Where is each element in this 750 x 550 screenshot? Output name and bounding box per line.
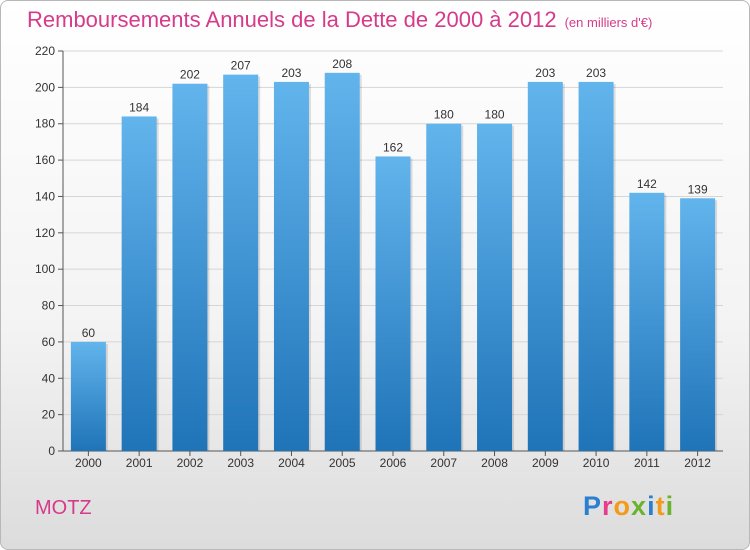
bar-2008 <box>477 123 513 452</box>
bar-2007 <box>426 123 462 452</box>
y-tick-label: 200 <box>35 80 55 94</box>
value-label-2011: 142 <box>637 177 657 191</box>
x-tick-label-2008: 2008 <box>481 456 508 470</box>
logo-letter: t <box>655 491 666 521</box>
y-tick-label: 20 <box>42 408 56 422</box>
bar-2010 <box>578 81 614 451</box>
bar-2012 <box>680 198 716 451</box>
bar-2001 <box>121 116 157 452</box>
x-tick-label-2001: 2001 <box>126 456 153 470</box>
y-tick-label: 180 <box>35 117 55 131</box>
y-tick-label: 100 <box>35 262 55 276</box>
value-label-2003: 207 <box>231 59 251 73</box>
x-tick-label-2003: 2003 <box>227 456 254 470</box>
value-label-2001: 184 <box>129 100 149 114</box>
x-tick-label-2009: 2009 <box>532 456 559 470</box>
bar-2004 <box>273 81 309 451</box>
logo-letter: x <box>631 491 648 521</box>
bar-2003 <box>223 74 259 452</box>
y-tick-label: 40 <box>42 371 56 385</box>
chart-unit: (en milliers d'€) <box>564 15 653 30</box>
chart-title-text: Remboursements Annuels de la Dette de 20… <box>27 7 557 32</box>
y-tick-label: 0 <box>48 444 55 458</box>
value-label-2012: 139 <box>688 182 708 196</box>
bar-2005 <box>324 72 360 452</box>
y-tick-label: 60 <box>42 335 56 349</box>
x-tick-label-2007: 2007 <box>430 456 457 470</box>
x-tick-label-2004: 2004 <box>278 456 305 470</box>
chart-title: Remboursements Annuels de la Dette de 20… <box>27 7 652 33</box>
bar-2002 <box>172 83 208 452</box>
value-label-2002: 202 <box>180 68 200 82</box>
y-tick-label: 80 <box>42 299 56 313</box>
x-tick-label-2011: 2011 <box>634 456 660 470</box>
value-label-2009: 203 <box>535 66 555 80</box>
logo-letter: i <box>665 491 675 521</box>
bar-2006 <box>375 156 411 452</box>
logo-letter: P <box>583 491 603 521</box>
proxiti-logo: Proxiti <box>583 491 674 522</box>
labels: 0 20 40 60 80 100 120 140 160 180 200 220 60 2000 184 2… <box>35 44 711 470</box>
x-tick-label-2006: 2006 <box>380 456 407 470</box>
x-tick-label-2005: 2005 <box>329 456 356 470</box>
value-label-2000: 60 <box>82 326 96 340</box>
x-tick-label-2002: 2002 <box>177 456 204 470</box>
y-tick-label: 120 <box>35 226 55 240</box>
bar-2000 <box>70 341 106 451</box>
commune-name: MOTZ <box>35 497 92 519</box>
value-label-2006: 162 <box>383 140 403 154</box>
x-tick-label-2000: 2000 <box>75 456 102 470</box>
value-label-2010: 203 <box>586 66 606 80</box>
bar-2009 <box>527 81 563 451</box>
y-tick-label: 220 <box>35 44 55 58</box>
value-label-2007: 180 <box>434 108 454 122</box>
x-tick-label-2010: 2010 <box>583 456 610 470</box>
bars <box>70 72 718 452</box>
bar-2011 <box>629 192 665 451</box>
logo-letter: r <box>602 491 614 521</box>
logo-letter: o <box>613 491 632 521</box>
value-label-2008: 180 <box>485 108 505 122</box>
x-tick-label-2012: 2012 <box>684 456 711 470</box>
y-tick-label: 140 <box>35 189 55 203</box>
y-tick-label: 160 <box>35 153 55 167</box>
logo-letter: i <box>647 491 656 521</box>
value-label-2004: 203 <box>281 66 301 80</box>
value-label-2005: 208 <box>332 57 352 71</box>
